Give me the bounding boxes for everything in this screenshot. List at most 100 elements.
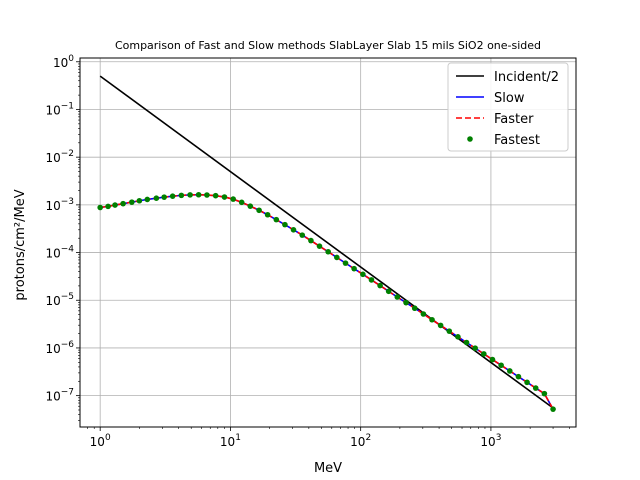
data-point-fastest [316,243,323,249]
legend-label: Faster [494,112,534,127]
legend: Incident/2 Slow Faster Fastest [447,62,569,152]
x-tick-label: 101 [220,433,241,449]
y-tick-label: 10−4 [45,245,74,261]
y-tick-exponent: −2 [61,149,74,159]
data-point-fastest [144,196,151,203]
series-line-incident-2 [99,75,554,409]
data-point-fastest [247,203,254,209]
series-fastest [97,191,556,412]
data-point-fastest [334,254,340,261]
y-tick-base: 10 [45,247,60,261]
y-tick-label: 10−3 [45,197,74,213]
x-tick-exponent: 3 [496,433,502,443]
x-axis-label: MeV [314,461,342,476]
y-tick-base: 10 [53,56,68,70]
y-tick-exponent: −6 [61,340,75,350]
x-tick-exponent: 0 [105,433,111,443]
data-point-fastest [342,260,349,266]
legend-item-fastest: Fastest [467,133,540,148]
y-tick-exponent: −5 [61,292,74,302]
chart-title: Comparison of Fast and Slow methods Slab… [115,39,541,52]
y-tick-exponent: −3 [61,197,74,207]
data-point-fastest [264,211,271,218]
data-point-fastest [290,226,297,233]
series-layer [97,75,556,412]
data-point-fastest [112,202,118,208]
y-tick-base: 10 [45,294,60,308]
x-tick-label: 100 [90,433,111,449]
data-point-fastest [463,339,470,346]
data-point-fastest [299,232,306,238]
data-point-fastest [187,192,193,198]
data-point-fastest [360,271,366,278]
ticks: 100 101 102 10310−710−610−510−410−310−210−1… [45,54,570,449]
data-point-fastest [153,195,160,201]
data-point-fastest [256,207,262,214]
data-point-fastest [120,200,126,207]
data-point-fastest [403,299,409,306]
legend-label: Fastest [494,133,540,148]
data-point-fastest [308,237,314,244]
legend-label: Incident/2 [494,70,559,85]
x-tick-base: 10 [220,435,235,449]
data-point-fastest [429,316,435,323]
legend-box [447,62,569,152]
plot-frame [79,57,577,428]
y-tick-base: 10 [45,151,60,165]
data-point-fastest [420,311,427,317]
legend-label: Slow [494,91,525,106]
data-point-fastest [506,368,513,374]
data-point-fastest [377,282,383,289]
data-point-fastest [282,221,288,228]
data-point-fastest [105,203,111,210]
data-point-fastest [195,191,202,198]
y-tick-exponent: −4 [61,245,75,255]
y-tick-base: 10 [45,103,60,117]
y-tick-label: 10−2 [45,149,74,165]
data-point-fastest [524,379,530,386]
data-point-fastest [532,385,539,391]
data-point-fastest [472,345,478,351]
data-point-fastest [97,204,103,211]
y-tick-base: 10 [45,342,60,356]
data-point-fastest [204,192,210,198]
data-point-fastest [238,199,245,206]
legend-item-faster: Faster [456,112,534,127]
data-point-fastest [273,216,280,223]
y-tick-exponent: 0 [68,54,74,64]
data-point-fastest [498,362,504,369]
data-point-fastest [221,194,228,200]
y-tick-label: 10−6 [45,340,74,356]
data-point-fastest [351,265,357,272]
data-point-fastest [129,199,135,205]
data-point-fastest [161,194,167,200]
data-point-fastest [455,334,461,340]
y-tick-label: 10−7 [45,388,74,404]
data-point-fastest [394,294,401,300]
y-tick-exponent: −1 [61,101,74,111]
data-point-fastest [212,192,219,199]
data-point-fastest [325,248,331,255]
data-point-fastest [136,197,143,204]
x-tick-base: 10 [480,435,495,449]
x-tick-base: 10 [350,435,365,449]
x-tick-exponent: 2 [365,433,371,443]
data-point-fastest [489,356,496,363]
data-point-fastest [169,193,176,199]
series-line-faster [100,193,554,410]
data-point-fastest [550,406,556,412]
y-tick-exponent: −7 [61,388,74,398]
y-tick-label: 10−1 [45,101,74,117]
y-tick-base: 10 [45,390,60,404]
legend-item-slow: Slow [456,91,525,106]
data-point-fastest [446,328,453,334]
data-point-fastest [437,322,444,329]
x-tick-exponent: 1 [235,433,241,443]
data-point-fastest [385,288,392,295]
legend-item-incident-2: Incident/2 [456,70,559,85]
y-tick-label: 10−5 [45,292,74,308]
data-point-fastest [411,305,418,312]
y-tick-label: 100 [53,54,74,70]
data-point-fastest [368,277,375,283]
